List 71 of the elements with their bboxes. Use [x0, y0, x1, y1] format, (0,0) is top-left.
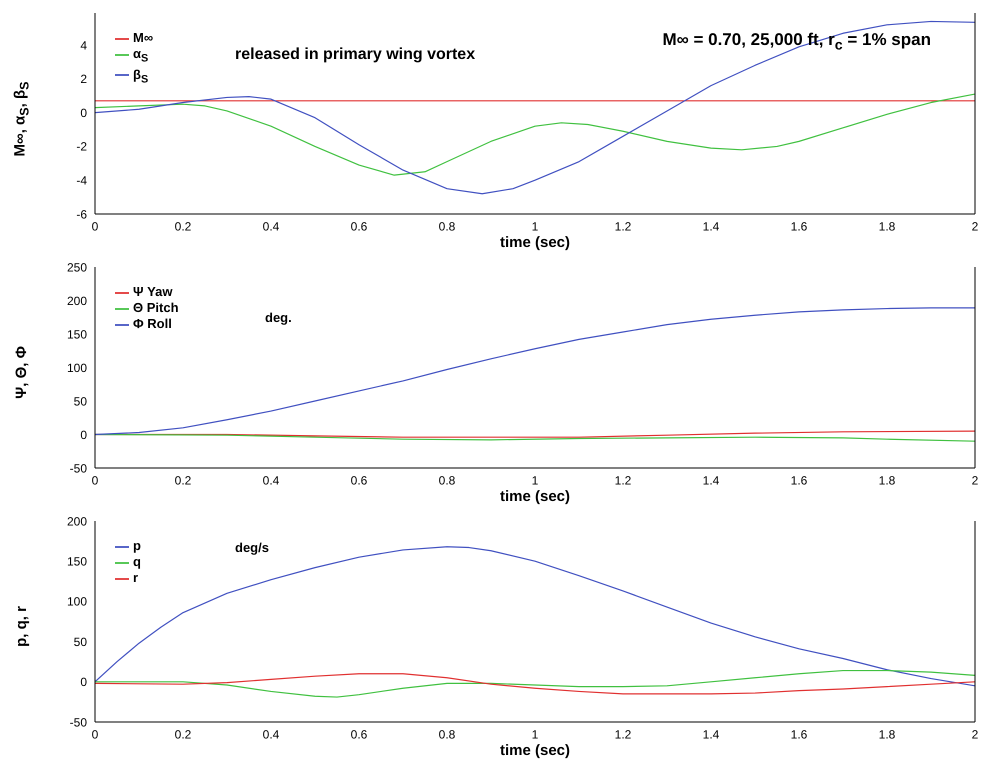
- legend-label: α$_{S}$: [133, 46, 148, 65]
- x-tick-label: 0.4: [262, 220, 280, 234]
- y-tick-label: 250: [66, 260, 88, 274]
- x-tick-label: 1: [532, 220, 539, 234]
- x-tick-label: 0: [92, 474, 99, 488]
- legend-label: p: [133, 538, 141, 553]
- y-tick-label: 100: [66, 594, 88, 609]
- x-tick-label: 2: [972, 474, 979, 488]
- x-tick-label: 2: [972, 220, 979, 234]
- x-tick-label: 1.8: [878, 474, 896, 488]
- legend-label: r: [133, 570, 138, 585]
- x-tick-label: 0.8: [438, 474, 456, 488]
- x-tick-label: 1.4: [702, 474, 720, 488]
- legend-label: Φ Roll: [133, 316, 172, 331]
- x-tick-label: 0.4: [262, 728, 280, 742]
- y-tick-label: 200: [66, 514, 88, 528]
- x-tick-label: 1.6: [790, 220, 808, 234]
- y-tick-label: -6: [76, 207, 88, 222]
- x-tick-label: 1.8: [878, 728, 896, 742]
- legend-label: Ψ Yaw: [133, 284, 172, 299]
- x-tick-label: 1.8: [878, 220, 896, 234]
- x-tick-label: 0.2: [174, 474, 192, 488]
- x-tick-label: 0: [92, 220, 99, 234]
- x-tick-label: 1.4: [702, 220, 720, 234]
- annotation: released in primary wing vortex: [235, 46, 476, 64]
- legend-label: M∞: [133, 30, 154, 45]
- y-tick-label: -50: [70, 461, 88, 476]
- y-tick-label: 0: [80, 428, 88, 442]
- y-tick-label: 100: [66, 360, 88, 375]
- annotation: deg.: [265, 310, 292, 325]
- x-tick-label: 0.6: [350, 220, 368, 234]
- line-series: [95, 20, 975, 194]
- x-axis-title: time (sec): [500, 742, 570, 759]
- x-tick-label: 1.6: [790, 728, 808, 742]
- y-tick-label: 150: [66, 554, 88, 568]
- x-axis-title: time (sec): [500, 488, 570, 505]
- x-tick-label: 0.4: [262, 474, 280, 488]
- y-tick-label: -2: [76, 140, 88, 154]
- x-tick-label: 1: [532, 474, 539, 488]
- x-tick-label: 1.2: [614, 474, 632, 488]
- x-tick-label: 1.2: [614, 728, 632, 742]
- y-tick-label: 150: [66, 327, 88, 342]
- x-tick-label: 0.2: [174, 728, 192, 742]
- y-axis-title: Ψ, Θ, Φ: [12, 346, 30, 399]
- line-series: [95, 93, 975, 176]
- x-tick-label: 1.2: [614, 220, 632, 234]
- y-tick-label: 0: [80, 675, 88, 690]
- x-tick-label: 1: [532, 728, 539, 742]
- y-tick-label: 0: [80, 106, 88, 120]
- x-tick-label: 0.6: [350, 728, 368, 742]
- y-tick-label: 200: [66, 294, 88, 308]
- y-tick-label: 50: [74, 394, 88, 408]
- legend-label: β$_{S}$: [133, 66, 148, 86]
- x-tick-label: 0.8: [438, 220, 456, 234]
- y-tick-label: 50: [74, 634, 88, 649]
- y-axis-title: p, q, r: [12, 606, 30, 647]
- legend-label: Θ Pitch: [133, 300, 179, 315]
- y-tick-label: -4: [76, 173, 88, 188]
- y-tick-label: 2: [80, 72, 88, 86]
- y-tick-label: -50: [70, 715, 88, 730]
- x-tick-label: 0.6: [350, 474, 368, 488]
- x-axis-title: time (sec): [500, 234, 570, 251]
- x-tick-label: 0: [92, 728, 99, 742]
- y-tick-label: 4: [80, 38, 88, 52]
- legend-label: q: [133, 554, 141, 569]
- x-tick-label: 1.6: [790, 474, 808, 488]
- x-tick-label: 2: [972, 728, 979, 742]
- x-tick-label: 0.8: [438, 728, 456, 742]
- annotation: deg/s: [235, 540, 269, 555]
- x-tick-label: 1.4: [702, 728, 720, 742]
- x-tick-label: 0.2: [174, 220, 192, 234]
